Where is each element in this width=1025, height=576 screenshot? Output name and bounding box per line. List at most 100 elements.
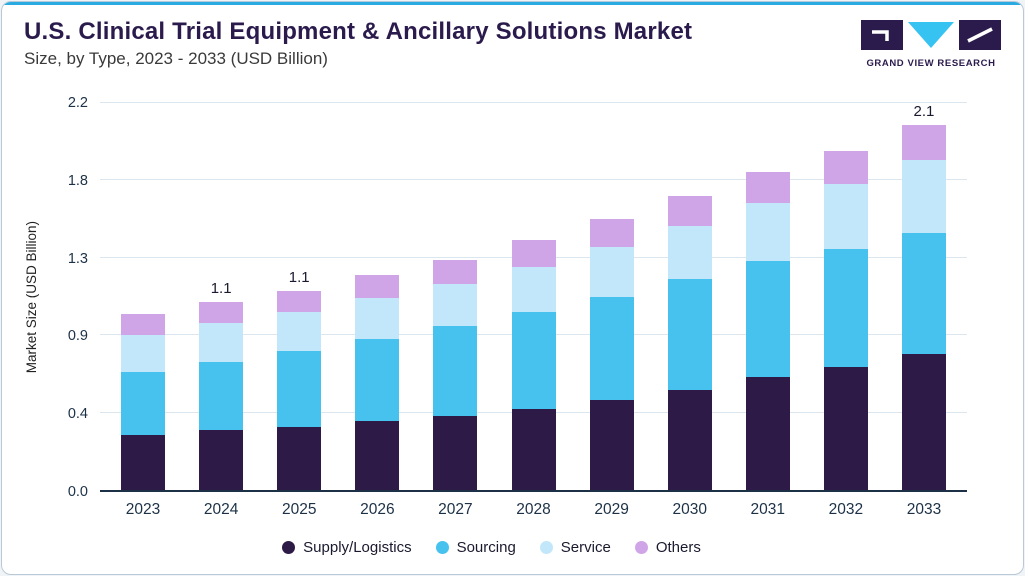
y-tick-label: 1.8 [67, 172, 88, 189]
bar-stack [121, 314, 166, 490]
bar-segment-others [589, 219, 634, 248]
x-tick-label: 2028 [516, 501, 551, 518]
y-axis-label-wrap: Market Size (USD Billion) [16, 103, 46, 492]
bar-segment-supply-logistics [667, 389, 712, 490]
plot-area: 1.1 1.1 2.1 [100, 102, 967, 492]
bar-segment-sourcing [823, 249, 868, 367]
bar-column-2029 [573, 103, 651, 490]
bar-segment-sourcing [433, 326, 478, 417]
page-title: U.S. Clinical Trial Equipment & Ancillar… [24, 18, 693, 45]
grand-view-research-logo: GRAND VIEW RESEARCH [861, 18, 1001, 69]
bar-stack [199, 301, 244, 490]
bar-segment-others [823, 150, 868, 184]
bar-stack [667, 196, 712, 490]
bar-column-2033: 2.1 [885, 103, 963, 490]
bar-column-2032 [807, 103, 885, 490]
legend-swatch [634, 540, 648, 554]
y-tick-label: 1.3 [67, 250, 88, 267]
legend-swatch [282, 540, 296, 554]
bar-segment-supply-logistics [355, 421, 400, 490]
bar-segment-supply-logistics [121, 435, 166, 490]
bar-segment-supply-logistics [589, 400, 634, 490]
x-tick-label: 2027 [438, 501, 473, 518]
bar-segment-service [199, 322, 244, 362]
x-tick-label: 2033 [906, 501, 942, 518]
x-tick-label: 2026 [360, 501, 395, 518]
bars-container: 1.1 1.1 2.1 [100, 103, 967, 490]
bar-segment-sourcing [589, 296, 634, 401]
bar-column-2030 [651, 103, 729, 490]
y-tick-label: 0.4 [67, 406, 88, 423]
bar-segment-sourcing [199, 361, 244, 431]
bar-column-2024: 1.1 [182, 103, 260, 490]
bar-total-label: 1.1 [210, 279, 232, 297]
legend: Supply/Logistics Sourcing Service Others [16, 524, 967, 570]
bar-segment-others [433, 259, 478, 285]
legend-label: Supply/Logistics [303, 538, 412, 556]
bar-segment-supply-logistics [277, 426, 322, 490]
bar-stack [277, 291, 322, 490]
y-axis-ticks: 0.0 0.4 0.9 1.3 1.8 2.2 [46, 95, 100, 500]
bar-segment-supply-logistics [823, 366, 868, 490]
legend-item-sourcing: Sourcing [435, 538, 516, 556]
bar-stack [901, 125, 946, 490]
y-tick-label: 0.9 [67, 328, 88, 345]
bar-column-2025: 1.1 [260, 103, 338, 490]
bar-segment-sourcing [121, 372, 166, 436]
bar-segment-service [355, 298, 400, 339]
gridline [100, 102, 967, 103]
bar-column-2028 [494, 103, 572, 490]
page-subtitle: Size, by Type, 2023 - 2033 (USD Billion) [24, 49, 328, 68]
stacked-bar-chart: Market Size (USD Billion) 0.0 0.4 0.9 1.3 1.… [2, 77, 1023, 574]
bar-segment-supply-logistics [433, 416, 478, 490]
top-accent-bar [2, 2, 1023, 5]
bar-column-2027 [416, 103, 494, 490]
y-tick-label: 2.2 [67, 95, 88, 111]
bar-stack [433, 259, 478, 490]
bar-segment-service [823, 183, 868, 249]
legend-swatch [435, 540, 449, 554]
bar-segment-service [667, 226, 712, 279]
legend-label: Service [560, 538, 611, 556]
bar-column-2023 [104, 103, 182, 490]
logo-icon [861, 20, 1001, 50]
bar-segment-sourcing [901, 232, 946, 355]
bar-segment-others [199, 301, 244, 323]
bar-segment-service [901, 159, 946, 233]
bar-stack [511, 240, 556, 490]
legend-label: Sourcing [456, 538, 516, 556]
bar-segment-others [745, 171, 790, 204]
x-tick-label: 2030 [672, 501, 707, 518]
y-axis-label: Market Size (USD Billion) [23, 221, 39, 374]
legend-swatch [539, 540, 553, 554]
bar-segment-others [355, 275, 400, 299]
bar-segment-supply-logistics [745, 377, 790, 490]
x-tick-label: 2025 [281, 501, 317, 518]
bar-column-2031 [729, 103, 807, 490]
bar-segment-supply-logistics [511, 409, 556, 490]
bar-segment-service [277, 312, 322, 352]
bar-segment-supply-logistics [199, 430, 244, 490]
gridline [100, 179, 967, 181]
bar-segment-sourcing [667, 278, 712, 390]
legend-item-supply-logistics: Supply/Logistics [282, 538, 412, 556]
bar-segment-others [277, 291, 322, 313]
bar-total-label: 2.1 [913, 103, 935, 120]
bar-segment-sourcing [277, 351, 322, 427]
logo-wordmark: GRAND VIEW RESEARCH [866, 58, 996, 69]
x-tick-label: 2031 [750, 501, 786, 518]
title-block: U.S. Clinical Trial Equipment & Ancillar… [24, 18, 692, 69]
legend-item-service: Service [539, 538, 611, 556]
bar-total-label: 1.1 [288, 269, 310, 287]
legend-item-others: Others [634, 538, 701, 556]
bar-segment-service [433, 284, 478, 327]
bar-segment-service [589, 247, 634, 297]
bar-stack [355, 275, 400, 490]
bar-segment-others [511, 240, 556, 267]
bar-segment-sourcing [745, 261, 790, 378]
legend-label: Others [655, 538, 701, 556]
bar-column-2026 [338, 103, 416, 490]
x-tick-label: 2032 [828, 501, 864, 518]
bar-stack [589, 219, 634, 490]
